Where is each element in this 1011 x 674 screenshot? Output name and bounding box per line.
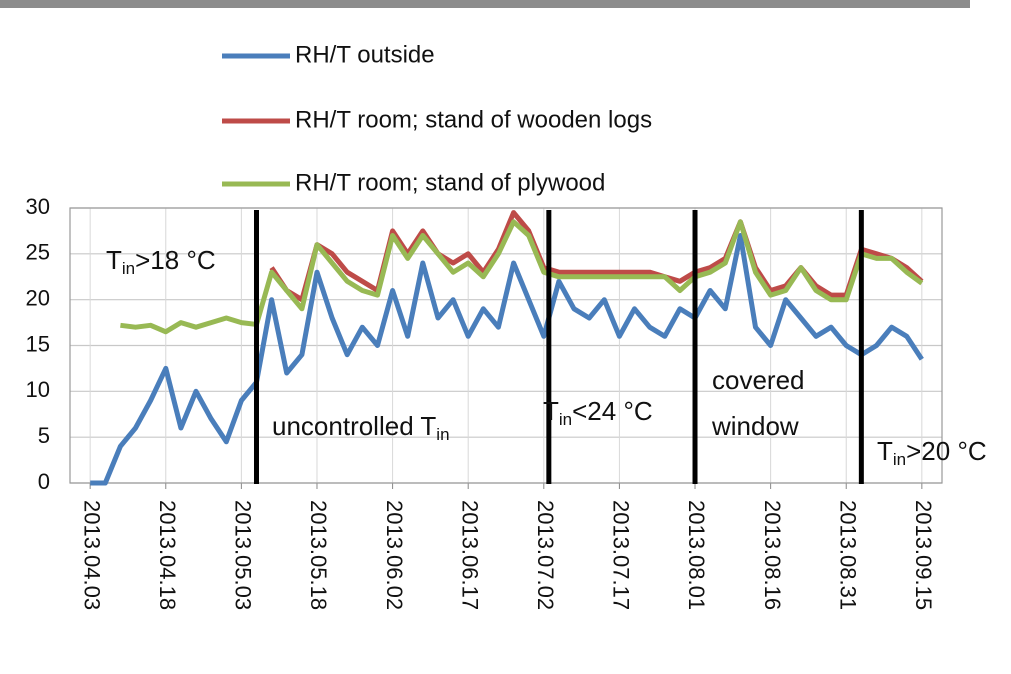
x-tick-label: 2013.05.18 — [306, 500, 331, 610]
plot-frame — [69, 207, 943, 484]
annotation-text: uncontrolled T — [272, 411, 436, 441]
annotation-text: T — [543, 396, 559, 426]
annotation-text: >20 °C — [906, 436, 987, 466]
top-bar — [0, 0, 970, 8]
x-tick-label: 2013.08.31 — [835, 500, 860, 610]
annotation: window — [711, 411, 799, 441]
legend-label: RH/T room; stand of plywood — [295, 169, 605, 196]
annotation-sub: in — [436, 425, 449, 444]
annotation: Tin>20 °C — [877, 436, 987, 470]
x-tick-label: 2013.05.03 — [231, 500, 256, 610]
x-tick-label: 2013.07.02 — [533, 500, 558, 610]
y-tick-label: 30 — [26, 194, 50, 219]
y-tick-label: 15 — [26, 331, 50, 356]
annotation-text: <24 °C — [572, 396, 653, 426]
x-tick-label: 2013.07.17 — [609, 500, 634, 610]
annotation-text: >18 °C — [135, 245, 216, 275]
annotation-sub: in — [893, 450, 906, 469]
y-tick-label: 0 — [38, 469, 50, 494]
y-tick-label: 20 — [26, 285, 50, 310]
annotation-sub: in — [122, 259, 135, 278]
annotation: Tin>18 °C — [106, 245, 216, 279]
x-tick-label: 2013.04.18 — [155, 500, 180, 610]
series-line — [120, 219, 924, 335]
x-tick-label: 2013.08.16 — [760, 500, 785, 610]
annotation: covered — [712, 365, 805, 395]
x-tick-label: 2013.06.17 — [457, 500, 482, 610]
y-tick-label: 10 — [26, 377, 50, 402]
series-line — [90, 233, 924, 486]
annotation-sub: in — [559, 410, 572, 429]
annotation-text: T — [877, 436, 893, 466]
legend-label: RH/T outside — [295, 41, 435, 68]
annotation: Tin<24 °C — [543, 396, 653, 430]
x-tick-label: 2013.06.02 — [382, 500, 407, 610]
x-tick-label: 2013.09.15 — [911, 500, 936, 610]
series-line — [269, 210, 924, 303]
legend-label: RH/T room; stand of wooden logs — [295, 106, 652, 133]
annotation: uncontrolled Tin — [272, 411, 450, 445]
annotation-text: T — [106, 245, 122, 275]
y-tick-label: 25 — [26, 240, 50, 265]
x-tick-label: 2013.08.01 — [684, 500, 709, 610]
y-tick-label: 5 — [38, 423, 50, 448]
x-tick-label: 2013.04.03 — [79, 500, 104, 610]
